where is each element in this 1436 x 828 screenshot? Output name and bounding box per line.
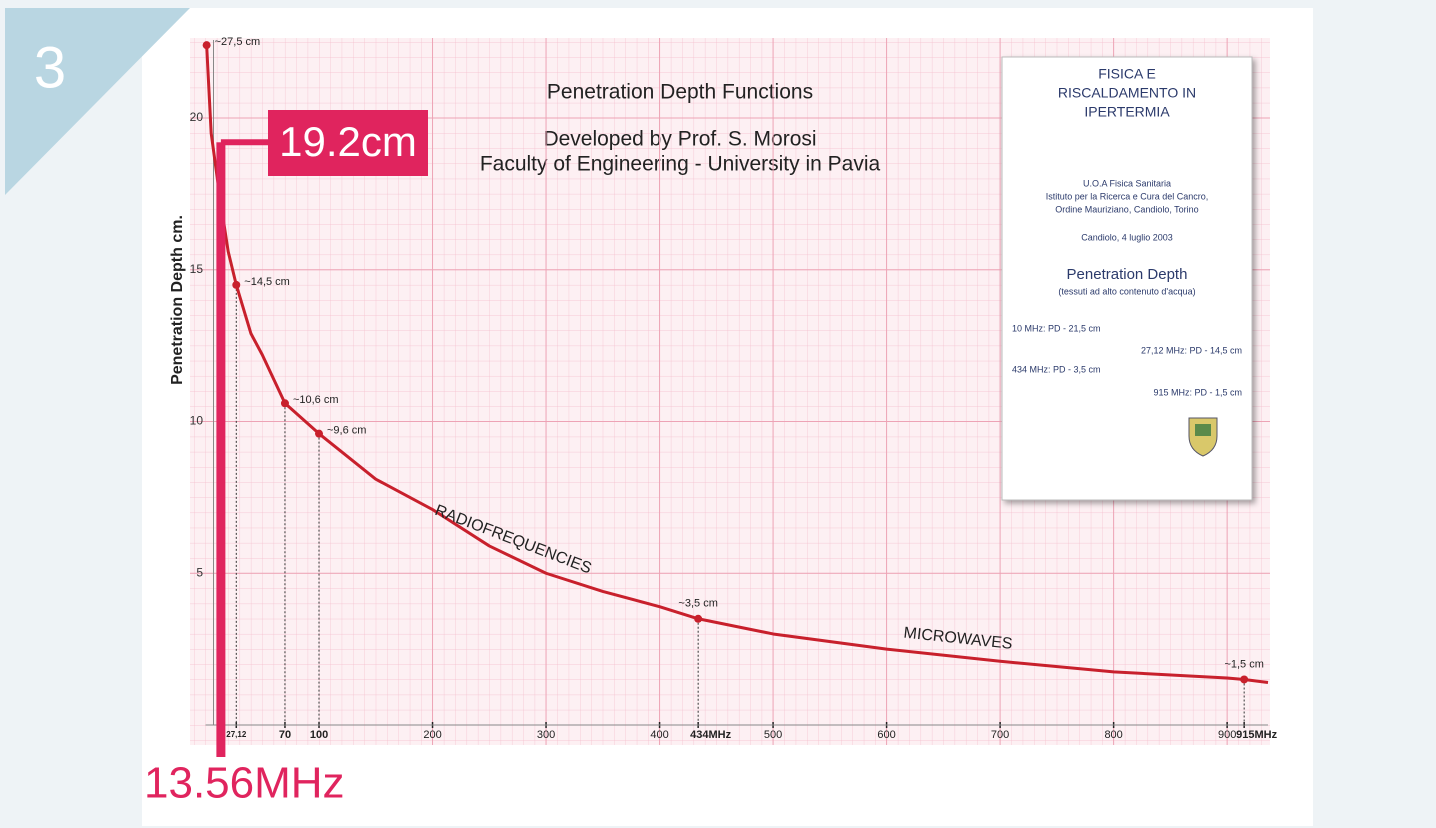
annotation-label: ~10,6 cm xyxy=(293,394,339,406)
x-tick-label: 434MHz xyxy=(690,729,731,741)
y-tick-label: 20 xyxy=(190,110,204,124)
y-tick-label: 5 xyxy=(196,565,203,579)
card-item: 27,12 MHz: PD - 14,5 cm xyxy=(1141,345,1242,355)
x-tick-label: 900 xyxy=(1218,729,1236,741)
chart-subtitle: Developed by Prof. S. Morosi xyxy=(543,128,816,151)
card-institute: U.O.A Fisica Sanitaria xyxy=(1083,178,1171,188)
annotation-label: ~3,5 cm xyxy=(678,598,717,610)
annotation-point xyxy=(281,399,289,407)
card-date: Candiolo, 4 luglio 2003 xyxy=(1081,232,1173,242)
annotation-label: ~9,6 cm xyxy=(327,425,366,437)
emblem-detail xyxy=(1195,424,1211,436)
x-tick-label: 800 xyxy=(1104,729,1122,741)
x-tick-label: 600 xyxy=(877,729,895,741)
card-title: IPERTERMIA xyxy=(1084,104,1170,120)
x-tick-label: 300 xyxy=(537,729,555,741)
card-institute: Istituto per la Ricerca e Cura del Cancr… xyxy=(1046,191,1209,201)
x-tick-label: 200 xyxy=(423,729,441,741)
card-item: 915 MHz: PD - 1,5 cm xyxy=(1153,387,1242,397)
x-tick-label: 915MHz xyxy=(1236,729,1277,741)
chart-subtitle: Faculty of Engineering - University in P… xyxy=(480,153,881,176)
highlight-bar xyxy=(216,142,225,757)
y-axis-label: Penetration Depth cm. xyxy=(169,215,186,385)
card-title: FISICA E xyxy=(1098,66,1156,82)
step-number: 3 xyxy=(34,35,66,100)
card-institute: Ordine Mauriziano, Candiolo, Torino xyxy=(1055,204,1198,214)
annotation-point xyxy=(1240,675,1248,683)
y-tick-label: 10 xyxy=(190,414,204,428)
page: 3 Penetration Depth Functions Developed … xyxy=(0,0,1436,828)
card-item: 10 MHz: PD - 21,5 cm xyxy=(1012,323,1101,333)
card-note: (tessuti ad alto contenuto d'acqua) xyxy=(1058,286,1195,296)
y-tick-label: 15 xyxy=(190,262,204,276)
annotation-point xyxy=(315,430,323,438)
info-card: FISICA E RISCALDAMENTO IN IPERTERMIA U.O… xyxy=(1002,57,1252,500)
annotation-label: ~1,5 cm xyxy=(1224,658,1263,670)
x-tick-label: 700 xyxy=(991,729,1009,741)
highlight-depth: 19.2cm xyxy=(279,118,417,165)
annotation-point xyxy=(232,281,240,289)
annotation-point xyxy=(694,615,702,623)
annotation-label: ~14,5 cm xyxy=(244,276,290,288)
x-tick-label: 27,12 xyxy=(226,730,247,739)
card-item: 434 MHz: PD - 3,5 cm xyxy=(1012,364,1101,374)
x-tick-label: 400 xyxy=(650,729,668,741)
card-title: RISCALDAMENTO IN xyxy=(1058,85,1196,101)
card-heading: Penetration Depth xyxy=(1067,266,1188,283)
x-tick-label: 70 xyxy=(279,729,291,741)
x-tick-label: 100 xyxy=(310,729,328,741)
screenshot: 3 Penetration Depth Functions Developed … xyxy=(0,0,1436,828)
highlight-frequency: 13.56MHz xyxy=(144,759,345,808)
annotation-label: ~27,5 cm xyxy=(215,36,261,48)
x-tick-label: 500 xyxy=(764,729,782,741)
annotation-point xyxy=(203,41,211,49)
